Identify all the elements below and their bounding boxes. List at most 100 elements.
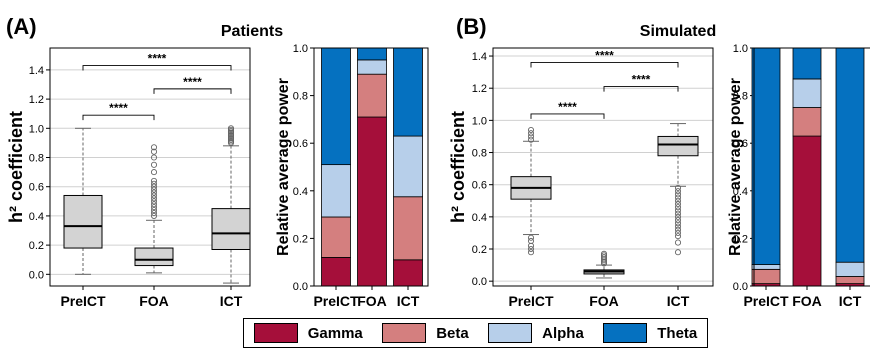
chart-a-box-outlier	[150, 183, 158, 190]
chart-a-box-outlier	[150, 209, 158, 217]
chart-b-box-xtick-label: PreICT	[508, 293, 554, 309]
chart-a-box-ytick-label: 0.8	[29, 153, 44, 165]
chart-a-box-box	[211, 208, 251, 250]
chart-b-box-sig-bracket	[530, 113, 605, 119]
chart-b-stacked-bar-ytick-label: 0.8	[733, 91, 748, 103]
chart-a-box-xtick-label: PreICT	[60, 293, 106, 309]
chart-b-box-outlier	[527, 133, 535, 140]
chart-a-box-axes-frame	[49, 47, 251, 287]
chart-b-box-ytick-label: 1.2	[472, 83, 487, 95]
chart-b-box-outlier	[674, 239, 682, 246]
chart-a-box-box	[134, 247, 174, 267]
chart-a-stacked-bar-bar-beta	[357, 73, 387, 118]
chart-a-box-sig-label: ****	[183, 75, 202, 89]
chart-a-box-outlier	[227, 125, 235, 132]
chart-b-box-outlier	[674, 229, 682, 236]
chart-a-box-ytick-label: 1.2	[29, 94, 44, 106]
chart-b-stacked-bar-bar-alpha	[751, 264, 781, 270]
chart-a-box-xtick-label: FOA	[139, 293, 169, 309]
chart-a-box-outlier	[150, 201, 158, 208]
chart-b-stacked-bar: 0.0 0.2 0.4 0.6 0.8 1.0 PreICT FOA ICT Relative a…	[727, 43, 870, 309]
chart-b-box-ytick-label: 1.4	[472, 51, 487, 63]
chart-a-stacked-bar-xtick-label: ICT	[397, 293, 420, 309]
legend-label-theta: Theta	[657, 324, 698, 342]
chart-b-box-xtick-label: ICT	[667, 293, 690, 309]
chart-b-stacked-bar-bar-beta	[835, 276, 865, 285]
chart-a-stacked-bar-axes-frame	[313, 47, 429, 287]
legend-item-alpha: Alpha	[488, 323, 584, 343]
chart-a-box-sig-bracket	[153, 88, 232, 94]
panel-b-letter: (B)	[456, 14, 487, 39]
legend-label-gamma: Gamma	[307, 324, 363, 342]
chart-b-box-outlier	[674, 184, 682, 191]
chart-b-box-outlier	[674, 207, 682, 214]
chart-b-stacked-bar-bar-theta	[835, 47, 865, 263]
chart-a-box-ytick-label: 1.0	[29, 123, 44, 135]
legend-swatch-gamma	[253, 323, 298, 343]
chart-a-stacked-bar-xtick-label: PreICT	[313, 293, 359, 309]
chart-a-stacked-bar-bar-gamma	[321, 257, 351, 287]
legend-item-gamma: Gamma	[253, 323, 363, 343]
chart-a-box-outlier	[150, 207, 158, 214]
chart-b-box-ytick-label: 0.4	[472, 212, 487, 224]
chart-b-box-outlier	[527, 249, 535, 256]
charts-layer: 0.0 0.2 0.4 0.6 0.8 1.0 1.2 1.4 **** **** **** PreI…	[6, 43, 870, 309]
chart-b-box-sig-bracket	[603, 86, 679, 92]
chart-b-box-outlier	[600, 250, 608, 257]
figure: (A) Patients (B) Simulated 0.00.20.40.60…	[6, 14, 870, 309]
chart-b-box-outlier	[527, 237, 535, 245]
chart-a-stacked-bar-bar-theta	[357, 47, 387, 61]
chart-b-box-ylabel: h² coefficient	[448, 111, 468, 223]
chart-a-box: 0.0 0.2 0.4 0.6 0.8 1.0 1.2 1.4 **** **** **** PreI…	[6, 47, 251, 309]
chart-a-stacked-bar-bar-alpha	[321, 164, 351, 218]
chart-b-box-ytick-label: 0.8	[472, 148, 487, 160]
chart-b-box-outlier	[674, 188, 682, 195]
chart-a-stacked-bar-bar-theta	[393, 47, 423, 137]
chart-b-stacked-bar-bar-alpha	[792, 78, 822, 108]
chart-b-box-sig-label: ****	[595, 48, 614, 62]
chart-b-stacked-bar-bar-gamma	[792, 135, 822, 287]
chart-b-box-outlier	[674, 213, 682, 220]
chart-a-box-outlier	[150, 192, 158, 199]
panel-b-title: Simulated	[640, 23, 716, 40]
chart-b-stacked-bar-bar-theta	[751, 47, 781, 265]
chart-b-box-outlier	[674, 191, 682, 198]
chart-b-stacked-bar-ytick-label: 0.0	[733, 281, 748, 293]
chart-b-box-outlier	[674, 249, 682, 256]
chart-a-box-sig-label: ****	[109, 101, 128, 115]
chart-a-stacked-bar-ylabel: Relative average power	[275, 78, 292, 256]
chart-a-stacked-bar-ytick-label: 0.6	[293, 138, 308, 150]
chart-a-stacked-bar-bar-theta	[321, 47, 351, 166]
chart-b-box-outlier	[527, 136, 535, 143]
chart-b-stacked-bar-bar-alpha	[835, 261, 865, 277]
chart-a-box-sig-bracket	[82, 114, 155, 121]
chart-b-stacked-bar-ylabel: Relative average power	[727, 78, 744, 256]
chart-b-box-outlier	[674, 233, 682, 240]
chart-b-box-outlier	[674, 217, 682, 224]
chart-a-stacked-bar-xtick-label: FOA	[357, 293, 387, 309]
legend-label-beta: Beta	[436, 324, 469, 342]
chart-a-stacked-bar-bar-beta	[393, 196, 423, 261]
chart-b-box-ytick-label: 0.6	[472, 180, 487, 192]
chart-a-box-outlier	[150, 180, 158, 187]
chart-b-stacked-bar-ytick-label: 0.6	[733, 138, 748, 150]
chart-a-stacked-bar-ytick-label: 0.4	[293, 186, 308, 198]
chart-b-box-outlier	[674, 226, 682, 233]
chart-b-stacked-bar-bar-beta	[751, 268, 781, 285]
legend-item-theta: Theta	[603, 323, 697, 343]
legend: Gamma Beta Alpha Theta	[243, 318, 708, 348]
chart-a-box-ytick-label: 0.4	[29, 211, 44, 223]
panel-a-title: Patients	[221, 23, 283, 40]
chart-a-box-ylabel: h² coefficient	[6, 111, 26, 223]
chart-a-box-outlier	[150, 212, 158, 219]
chart-a-box-outlier	[150, 177, 158, 184]
chart-a-box-xtick-label: ICT	[220, 293, 243, 309]
chart-a-box-ytick-label: 0.2	[29, 240, 44, 252]
chart-a-stacked-bar-bar-alpha	[357, 59, 387, 75]
legend-swatch-theta	[603, 323, 648, 343]
chart-a-box-box	[63, 194, 103, 249]
chart-a-box-ytick-label: 0.0	[29, 269, 44, 281]
chart-a-stacked-bar-ytick-label: 0.8	[293, 91, 308, 103]
chart-b-stacked-bar-ytick-label: 0.2	[733, 233, 748, 245]
